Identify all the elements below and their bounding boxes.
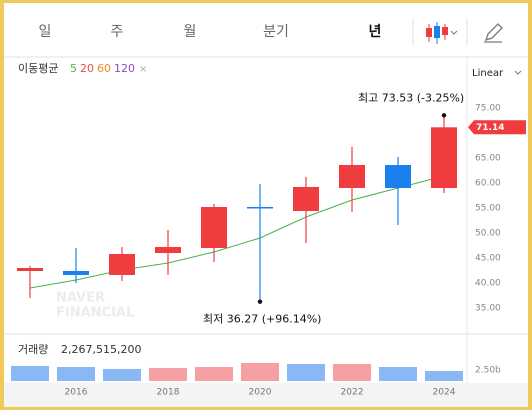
price-tag-label: 71.14 [476, 123, 504, 133]
ma-legend: 20 [80, 62, 94, 75]
tab[interactable]: 분기 [263, 24, 289, 40]
watermark: FINANCIAL [56, 306, 134, 321]
y-tick-label: 75.00 [475, 104, 501, 114]
volume-bar [425, 371, 463, 381]
price-tag [468, 120, 526, 135]
y-tick-label: 45.00 [475, 254, 501, 264]
candle-body [247, 207, 273, 209]
ma-legend: 5 [70, 62, 77, 75]
volume-bar [287, 363, 325, 381]
volume-bar [333, 363, 371, 381]
annotation-dot [257, 299, 263, 304]
y-tick-label: 35.00 [475, 304, 501, 314]
volume-title: 거래량 [18, 343, 48, 356]
volume-bar [241, 362, 279, 381]
candle-icon[interactable] [426, 22, 458, 44]
y-tick-label: 40.00 [475, 279, 501, 289]
ma-legend: 60 [97, 62, 111, 75]
candle-body [109, 254, 135, 275]
y-tick-label: 65.00 [475, 154, 501, 164]
volume-value: 2,267,515,200 [61, 343, 141, 356]
x-axis-bar [4, 383, 528, 407]
candle-body [293, 187, 319, 211]
volume-bar [57, 366, 95, 381]
y-tick-label: 50.00 [475, 229, 501, 239]
volume-bar [103, 368, 141, 381]
annotation: 최고 73.53 (-3.25%) [358, 91, 464, 104]
x-tick-label: 2024 [433, 388, 456, 398]
x-tick-label: 2016 [65, 388, 88, 398]
tab[interactable]: 월 [184, 24, 197, 40]
volume-tick-label: 2.50b [475, 365, 501, 375]
annotation-dot [441, 113, 447, 118]
y-tick-label: 55.00 [475, 204, 501, 214]
volume-bar [379, 366, 417, 381]
tab[interactable]: 주 [111, 24, 124, 40]
volume-bar [11, 365, 49, 381]
candle-body [201, 207, 227, 248]
panel [4, 3, 528, 407]
tab[interactable]: 일 [39, 24, 52, 40]
watermark: NAVER [56, 291, 105, 306]
dropdown-arrow [514, 70, 522, 75]
candle-body [17, 268, 43, 271]
scale-mode[interactable]: Linear [472, 68, 504, 79]
ma-title: 이동평균 [18, 62, 58, 75]
tab[interactable]: 년 [369, 24, 382, 40]
ma-legend: 120 [114, 62, 135, 75]
candle-body [385, 165, 411, 188]
volume-bar [195, 366, 233, 381]
x-tick-label: 2020 [249, 388, 272, 398]
volume-bar [149, 367, 187, 381]
ma-line [29, 175, 445, 289]
candle-body [339, 165, 365, 188]
x-tick-label: 2022 [341, 388, 364, 398]
candle-body [431, 127, 457, 188]
candle-body [63, 271, 89, 275]
annotation: 최저 36.27 (+96.14%) [203, 313, 321, 326]
y-tick-label: 60.00 [475, 179, 501, 189]
candle-body [155, 247, 181, 253]
x-tick-label: 2018 [157, 388, 180, 398]
draw-icon[interactable] [484, 23, 503, 43]
close-icon[interactable]: × [139, 64, 147, 75]
